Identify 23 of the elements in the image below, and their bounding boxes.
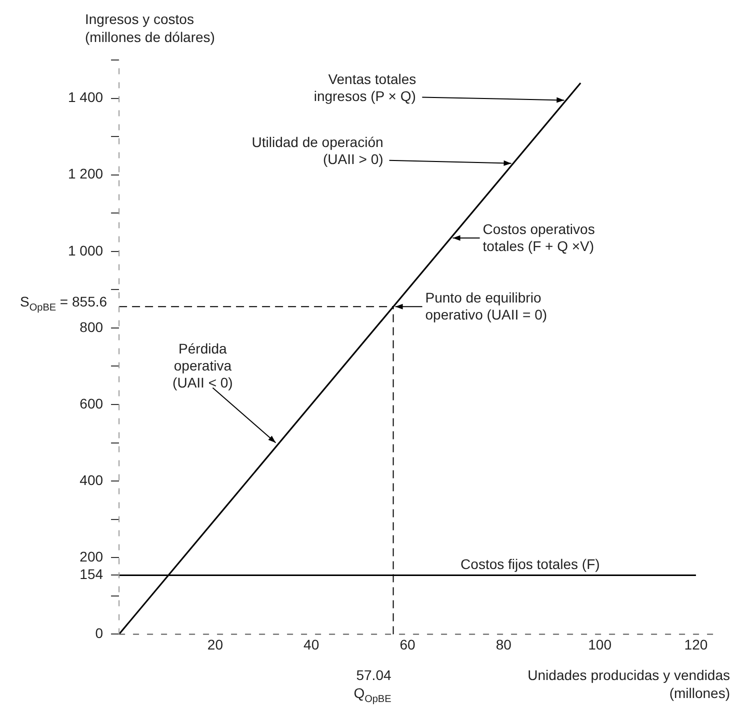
x-axis-title: Unidades producidas y vendidas (millones) bbox=[528, 667, 730, 702]
annotation: Costos fijos totales (F) bbox=[460, 556, 600, 572]
y-tick-label: 0 bbox=[95, 625, 104, 642]
x-tick-label: 40 bbox=[304, 636, 320, 652]
y-tick-label: 200 bbox=[80, 548, 104, 564]
annotation: Punto de equilibrio operativo (UAII = 0) bbox=[425, 290, 548, 323]
annotation: Utilidad de operación (UAII > 0) bbox=[252, 134, 384, 168]
annotation: Pérdida operativa (UAII < 0) bbox=[172, 340, 233, 391]
y-tick-label: 1 400 bbox=[68, 89, 104, 106]
y-axis-title: Ingresos y costos (millones de dólares) bbox=[85, 10, 215, 45]
x-tick-label: 60 bbox=[400, 636, 416, 652]
y-tick-label: 600 bbox=[80, 395, 104, 412]
y-tick-label: 800 bbox=[80, 318, 104, 335]
y-tick-label: 400 bbox=[80, 472, 104, 488]
x-tick-label: 80 bbox=[496, 636, 512, 652]
x-tick-label: 100 bbox=[588, 636, 612, 652]
x-tick-label: 20 bbox=[207, 636, 224, 652]
y-tick-label: 1 000 bbox=[68, 242, 104, 258]
y-tick-label: 154 bbox=[80, 566, 104, 582]
annotation: Costos operativos totales (F + Q ×V) bbox=[482, 220, 595, 254]
x-tick-label: 120 bbox=[684, 636, 708, 652]
y-tick-label: 1 200 bbox=[68, 166, 104, 182]
annotation: Ventas totales ingresos (P × Q) bbox=[314, 71, 416, 104]
